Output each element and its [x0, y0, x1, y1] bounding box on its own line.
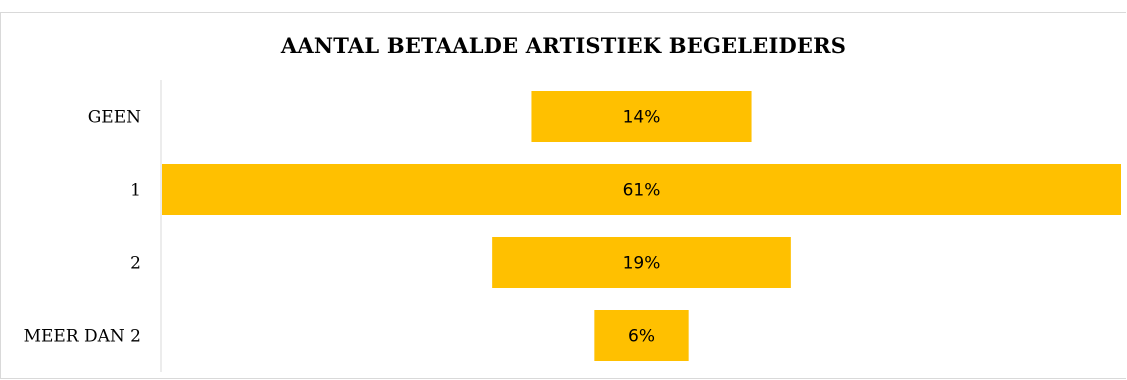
category-label-meer-dan-2: MEER DAN 2 — [24, 327, 141, 347]
category-label-geen: GEEN — [88, 108, 141, 128]
labels-layer: 14% GEEN 61% 1 19% 2 6% MEER DAN 2 — [24, 108, 661, 347]
bar-geen — [531, 91, 752, 142]
data-label-geen: 14% — [623, 108, 661, 128]
bar-2 — [492, 237, 791, 288]
category-label-1: 1 — [130, 181, 141, 201]
data-label-2: 19% — [623, 254, 661, 274]
bar-1 — [162, 164, 1121, 215]
data-label-meer-dan-2: 6% — [628, 327, 655, 347]
category-label-2: 2 — [130, 254, 141, 274]
chart-title: AANTAL BETAALDE ARTISTIEK BEGELEIDERS — [280, 33, 847, 58]
data-label-1: 61% — [623, 181, 661, 201]
bar-meer-dan-2 — [594, 310, 689, 361]
bars-layer — [162, 91, 1121, 361]
